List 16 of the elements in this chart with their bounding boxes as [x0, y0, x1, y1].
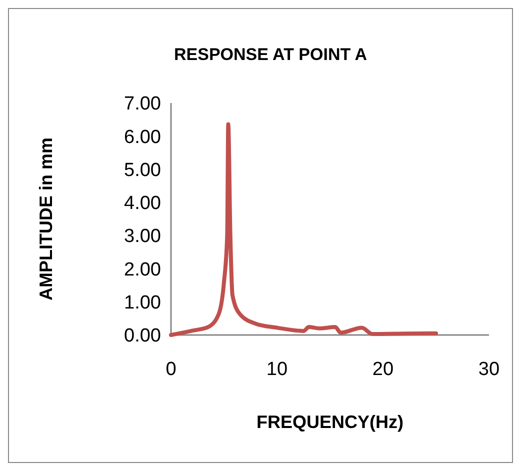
y-tick-label: 5.00	[124, 160, 161, 181]
line-series	[169, 122, 438, 337]
y-tick-label: 1.00	[124, 292, 161, 314]
y-axis-title: AMPLITUDE in mm	[36, 137, 56, 301]
y-tick-label: 0.00	[124, 326, 161, 347]
y-tick-label: 4.00	[124, 193, 161, 214]
x-tick-label: 0	[166, 359, 176, 380]
y-tick-label: 2.00	[124, 259, 161, 280]
chart-title: RESPONSE AT POINT A	[174, 45, 368, 64]
y-tick-label: 6.00	[124, 126, 161, 148]
y-tick-label: 7.00	[124, 94, 161, 115]
x-axis-title: FREQUENCY(Hz)	[256, 412, 404, 432]
x-tick-label: 30	[478, 359, 500, 380]
x-tick-label: 20	[372, 359, 394, 380]
x-tick-label: 10	[266, 359, 288, 380]
y-tick-label: 3.00	[124, 226, 161, 248]
